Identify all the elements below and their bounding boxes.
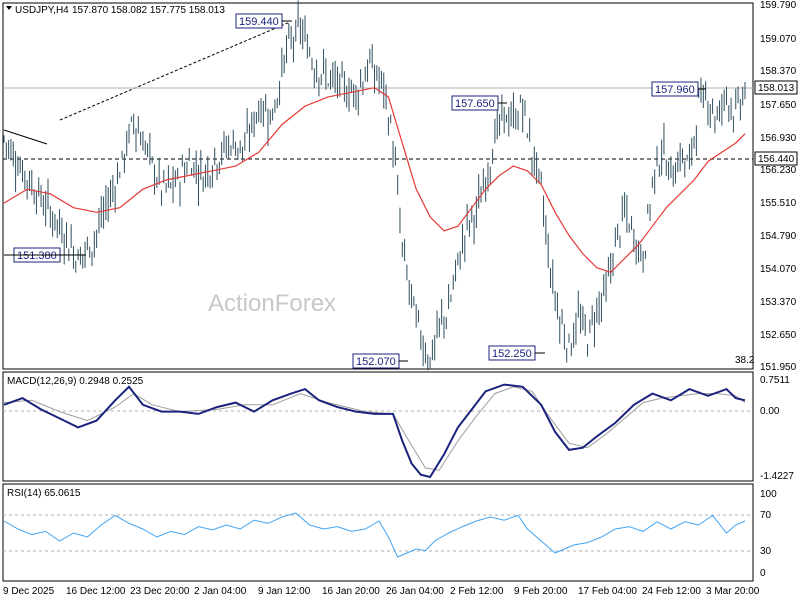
macd-tick: -1.4227 xyxy=(760,471,794,482)
annotation-text: 159.440 xyxy=(239,16,279,28)
symbol-timeframe: USDJPY,H4 xyxy=(15,5,69,16)
price-tick: 159.070 xyxy=(760,34,797,45)
price-panel-frame xyxy=(2,2,754,370)
price-bars xyxy=(3,0,746,371)
annotation-151380: 151.380 xyxy=(4,247,86,263)
price-y-axis: 159.790 159.070 158.370 157.650 156.930 … xyxy=(760,0,797,373)
time-tick: 26 Jan 04:00 xyxy=(386,586,444,597)
rsi-line xyxy=(3,512,746,558)
macd-tick: 0.00 xyxy=(760,406,780,417)
rsi-line xyxy=(3,512,746,558)
time-tick: 9 Jan 12:00 xyxy=(258,586,311,597)
rsi-panel-frame xyxy=(2,483,754,582)
macd-main-line xyxy=(3,383,746,479)
time-tick: 24 Feb 12:00 xyxy=(642,586,701,597)
annotation-152250: 152.250 xyxy=(488,345,545,361)
annotation-159440: 159.440 xyxy=(235,13,292,29)
annotation-text: 157.650 xyxy=(455,98,495,110)
rsi-tick: 0 xyxy=(760,568,766,579)
ma-line xyxy=(3,87,746,273)
time-tick: 2 Feb 12:00 xyxy=(450,586,504,597)
macd-tick: 0.7511 xyxy=(760,375,790,386)
price-tick: 154.790 xyxy=(760,231,797,242)
trend-line-dotted xyxy=(59,21,291,121)
rsi-header: RSI(14) 65.0615 xyxy=(7,488,81,499)
macd-panel-frame xyxy=(2,371,754,482)
rsi-tick: 100 xyxy=(760,489,777,500)
price-tick: 151.950 xyxy=(760,362,797,373)
time-tick: 9 Dec 2025 xyxy=(3,586,55,597)
current-price-tag xyxy=(754,80,798,95)
time-tick: 2 Jan 04:00 xyxy=(194,586,247,597)
annotation-157960: 157.960 xyxy=(651,81,706,97)
time-tick: 9 Feb 20:00 xyxy=(514,586,568,597)
time-tick: 17 Feb 04:00 xyxy=(578,586,637,597)
price-tick: 155.510 xyxy=(760,198,797,209)
price-tick: 158.370 xyxy=(760,66,797,77)
price-tick: 154.070 xyxy=(760,264,797,275)
rsi-tick: 70 xyxy=(760,510,772,521)
trend-line-short xyxy=(3,129,48,145)
time-tick: 23 Dec 20:00 xyxy=(130,586,190,597)
watermark: ActionForex xyxy=(208,290,336,317)
annotation-text: 157.960 xyxy=(655,84,695,96)
macd-lines xyxy=(3,383,746,479)
price-tick: 159.790 xyxy=(760,0,797,11)
price-tick: 156.230 xyxy=(760,165,797,176)
annotation-157650: 157.650 xyxy=(451,95,507,111)
support-price-tag xyxy=(754,151,798,166)
ohlc-values: 157.870 158.082 157.775 158.013 xyxy=(72,5,225,16)
time-tick: 3 Mar 20:00 xyxy=(706,586,760,597)
moving-average xyxy=(3,87,746,273)
fib-level-label: 38.2 xyxy=(735,355,755,366)
annotation-text: 152.250 xyxy=(492,348,532,360)
macd-header: MACD(12,26,9) 0.2948 0.2525 xyxy=(7,376,144,387)
time-tick: 16 Dec 12:00 xyxy=(66,586,126,597)
price-tick: 157.650 xyxy=(760,100,797,111)
annotation-152070: 152.070 xyxy=(352,353,408,369)
price-tick: 153.370 xyxy=(760,297,797,308)
time-x-axis: 9 Dec 2025 16 Dec 12:00 23 Dec 20:00 2 J… xyxy=(3,586,760,597)
collapse-triangle-icon[interactable] xyxy=(6,6,12,10)
price-tick: 152.650 xyxy=(760,330,797,341)
macd-signal-line xyxy=(3,386,746,471)
support-price-tag-text: 156.440 xyxy=(758,154,795,165)
current-price-tag-text: 158.013 xyxy=(758,83,795,94)
time-tick: 16 Jan 20:00 xyxy=(322,586,380,597)
price-tick: 156.930 xyxy=(760,133,797,144)
annotation-text: 151.380 xyxy=(17,250,57,262)
annotation-text: 152.070 xyxy=(356,356,396,368)
rsi-tick: 30 xyxy=(760,546,772,557)
